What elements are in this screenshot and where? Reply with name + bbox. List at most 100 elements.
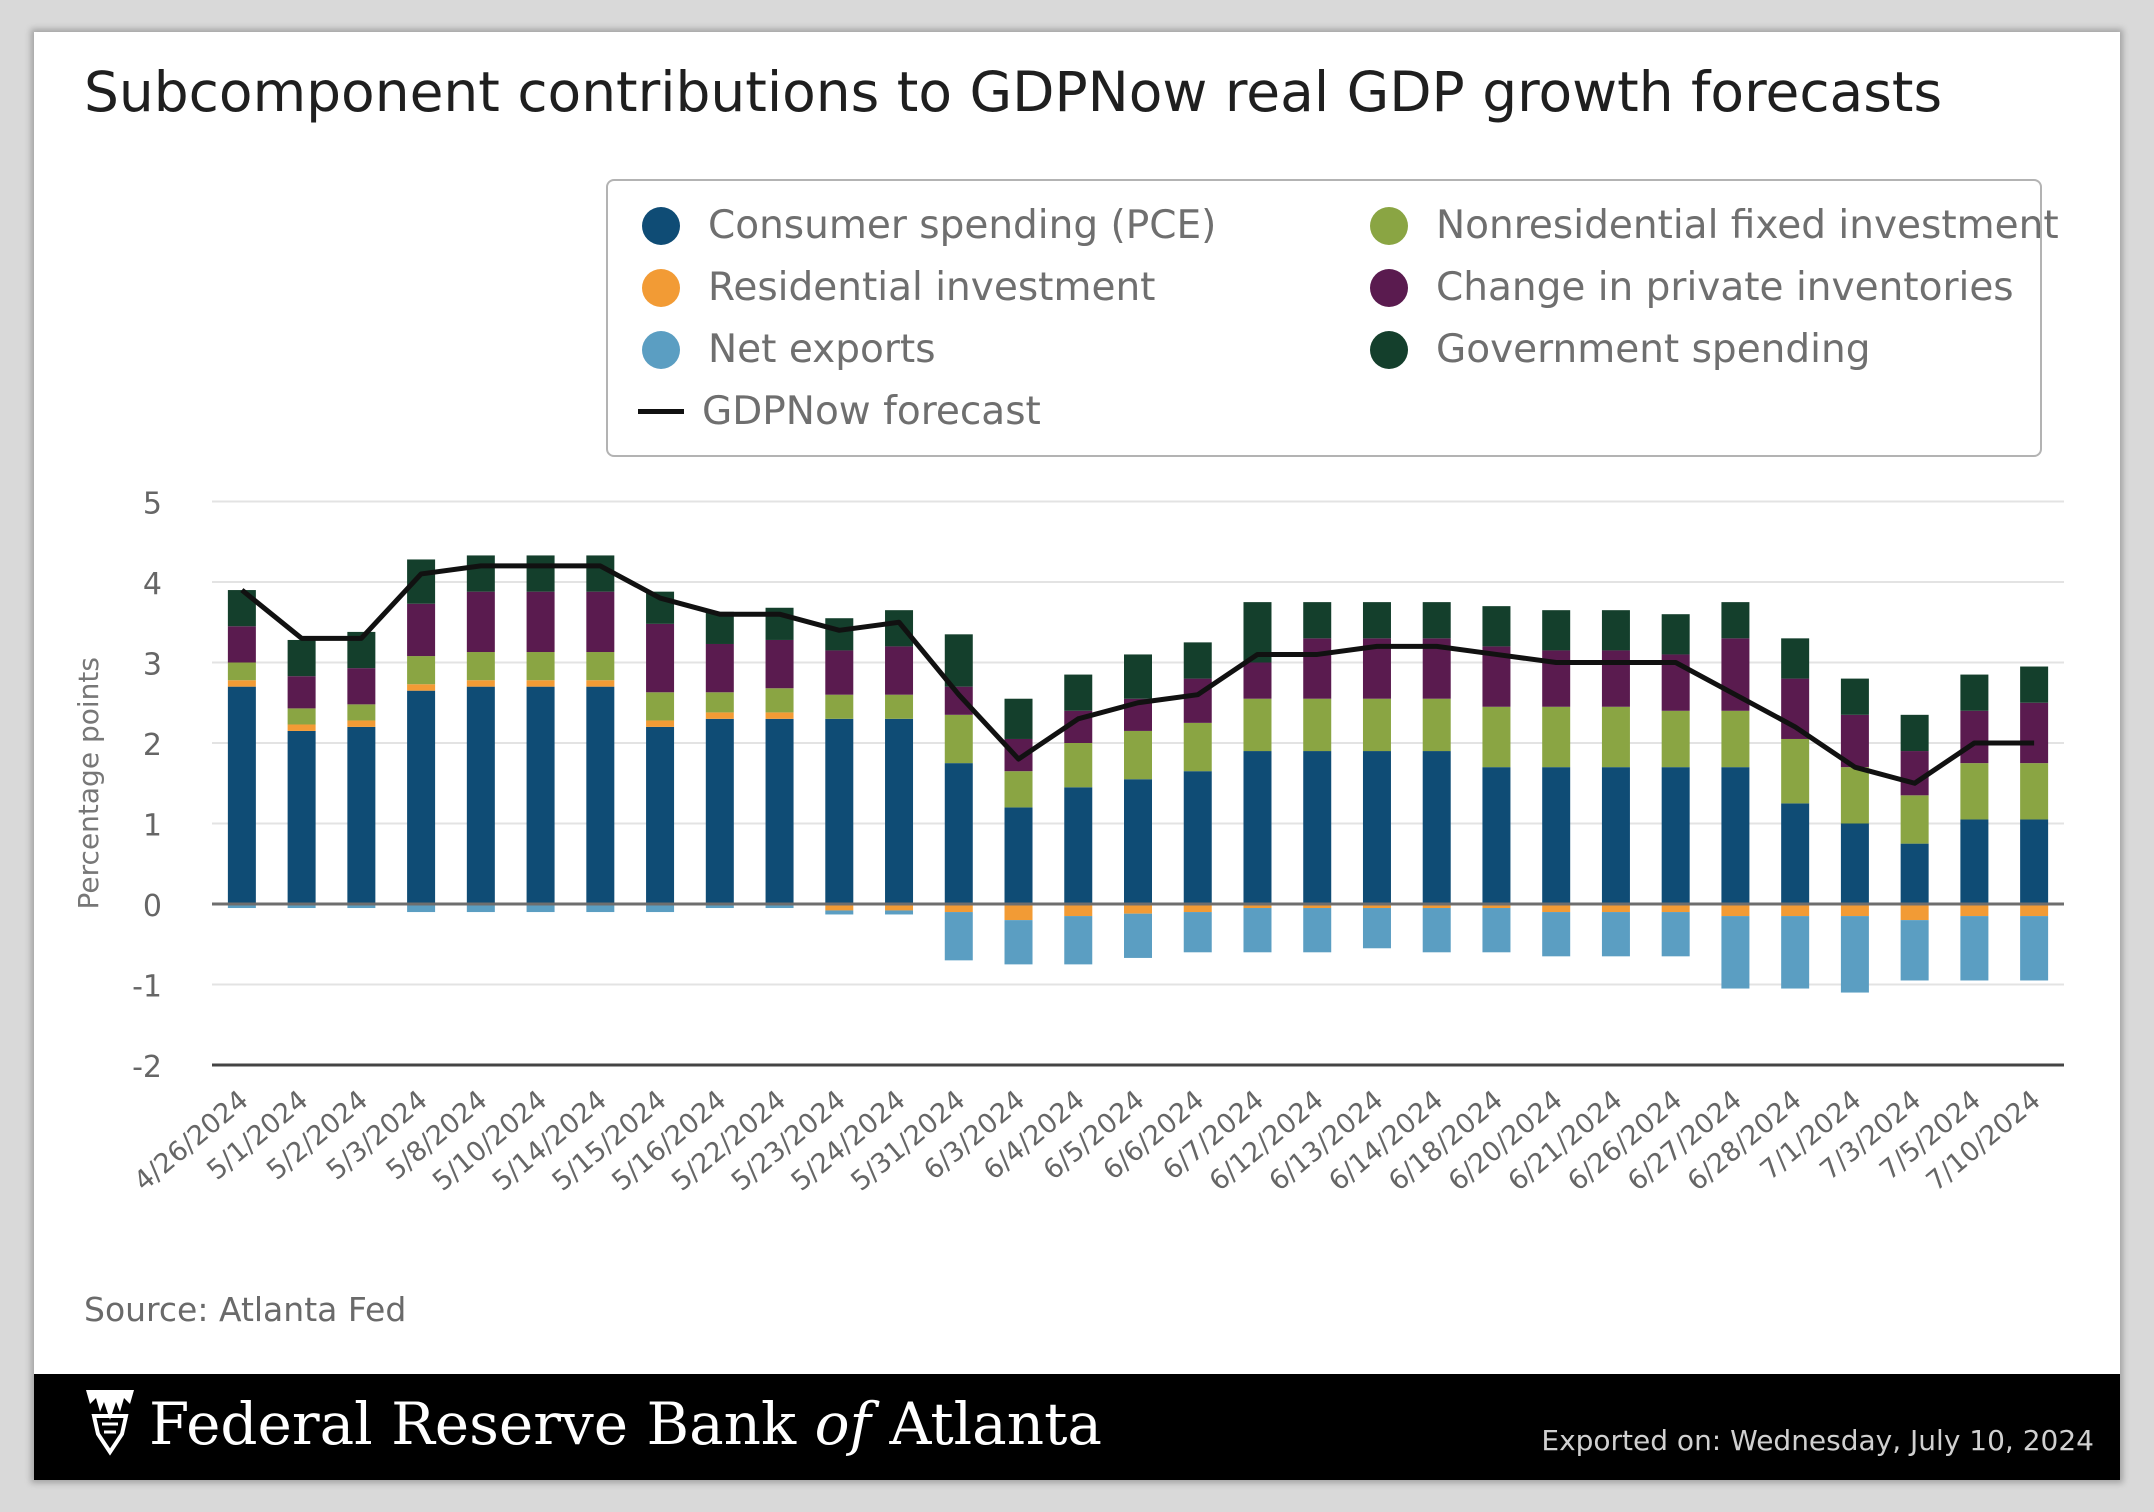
- bar-residential: [646, 720, 675, 727]
- legend-label-net-exports: Net exports: [708, 327, 936, 372]
- bar-pce: [287, 730, 316, 904]
- bar-nonres: [1900, 795, 1929, 844]
- bar-government: [1303, 602, 1332, 639]
- legend-item-nonres: Nonresidential fixed investment: [1370, 203, 2059, 248]
- bar-residential: [1840, 904, 1869, 917]
- bar-nonres: [2020, 763, 2049, 820]
- bar-nonres: [1183, 722, 1212, 772]
- bar-net_exports: [1900, 920, 1929, 981]
- bar-pce: [646, 726, 675, 904]
- legend-item-gdpnow: GDPNow forecast: [638, 389, 1041, 434]
- bar-residential: [885, 904, 914, 911]
- bar-government: [1124, 654, 1152, 699]
- footer-bar: Federal Reserve Bank of Atlanta Exported…: [34, 1374, 2120, 1480]
- bar-inventories: [1900, 751, 1929, 796]
- chart-card: Subcomponent contributions to GDPNow rea…: [34, 32, 2120, 1480]
- bar-government: [825, 618, 854, 651]
- bar-pce: [1303, 751, 1332, 904]
- bar-nonres: [1960, 763, 1989, 820]
- bar-residential: [944, 904, 973, 913]
- bar-nonres: [287, 708, 316, 725]
- bar-nonres: [1124, 730, 1152, 780]
- bar-inventories: [765, 639, 794, 689]
- bar-government: [944, 634, 973, 687]
- bar-inventories: [466, 591, 495, 653]
- bar-government: [466, 555, 495, 592]
- y-tick-label: 4: [143, 567, 162, 602]
- bar-pce: [1781, 803, 1810, 904]
- legend-swatch-government: [1370, 330, 1408, 369]
- bar-residential: [227, 680, 256, 687]
- y-tick-label: -2: [132, 1050, 162, 1085]
- legend-item-net-exports: Net exports: [642, 327, 936, 372]
- bar-nonres: [1840, 767, 1869, 824]
- bar-net_exports: [1781, 916, 1810, 989]
- bar-pce: [1362, 751, 1391, 904]
- y-tick-label: 0: [143, 889, 162, 924]
- bar-pce: [944, 763, 973, 904]
- bar-residential: [2020, 904, 2049, 917]
- bar-residential: [1422, 904, 1451, 909]
- bar-net_exports: [586, 904, 615, 913]
- bar-pce: [1004, 807, 1033, 904]
- legend-swatch-pce: [642, 206, 680, 245]
- bar-government: [1601, 610, 1630, 651]
- bar-net_exports: [1362, 908, 1391, 949]
- bar-nonres: [1721, 710, 1750, 768]
- bar-inventories: [586, 591, 615, 653]
- bar-nonres: [1004, 771, 1033, 808]
- fed-eagle-icon: [86, 1390, 134, 1456]
- bar-government: [1661, 614, 1690, 655]
- bar-residential: [347, 720, 376, 727]
- bar-net_exports: [1064, 916, 1093, 965]
- legend-swatch-net-exports: [642, 330, 680, 369]
- bar-residential: [1960, 904, 1989, 917]
- source-note: Source: Atlanta Fed: [84, 1290, 407, 1329]
- bar-government: [885, 610, 914, 647]
- bar-inventories: [287, 676, 316, 709]
- bar-nonres: [944, 714, 973, 764]
- bar-net_exports: [1482, 908, 1511, 953]
- legend-item-pce: Consumer spending (PCE): [642, 203, 1216, 248]
- bar-net_exports: [1243, 908, 1272, 953]
- bar-residential: [765, 712, 794, 719]
- bar-pce: [885, 718, 914, 904]
- bar-nonres: [407, 656, 436, 685]
- bar-pce: [1840, 823, 1869, 904]
- bar-residential: [1303, 904, 1332, 909]
- legend-item-inventories: Change in private inventories: [1370, 265, 2014, 310]
- bar-net_exports: [2020, 916, 2049, 981]
- bar-nonres: [1422, 698, 1451, 752]
- bar-residential: [1183, 904, 1212, 913]
- bar-residential: [1064, 904, 1093, 917]
- bar-inventories: [347, 668, 376, 705]
- bar-pce: [586, 686, 615, 904]
- bar-residential: [1601, 904, 1630, 913]
- y-tick-label: 3: [143, 648, 162, 683]
- bar-nonres: [705, 692, 734, 713]
- bar-residential: [1482, 904, 1511, 909]
- bar-inventories: [705, 643, 734, 693]
- bar-pce: [1183, 771, 1212, 904]
- bar-government: [1781, 638, 1810, 679]
- bar-nonres: [526, 652, 555, 681]
- bar-residential: [466, 680, 495, 687]
- bar-net_exports: [1303, 908, 1332, 953]
- bar-net_exports: [1960, 916, 1989, 981]
- legend-label-inventories: Change in private inventories: [1436, 265, 2014, 310]
- bar-nonres: [825, 694, 854, 719]
- bar-government: [1721, 602, 1750, 639]
- legend-item-residential: Residential investment: [642, 265, 1155, 310]
- bar-residential: [1661, 904, 1690, 913]
- y-tick-label: -1: [132, 970, 162, 1005]
- bar-net_exports: [825, 910, 854, 915]
- bar-net_exports: [1840, 916, 1869, 993]
- bar-pce: [2020, 819, 2049, 904]
- bar-government: [705, 611, 734, 644]
- bar-residential: [1004, 904, 1033, 921]
- bar-inventories: [526, 591, 555, 653]
- bar-residential: [586, 680, 615, 687]
- bar-nonres: [1064, 743, 1093, 788]
- y-tick-label: 1: [143, 809, 162, 844]
- bar-net_exports: [1542, 912, 1571, 957]
